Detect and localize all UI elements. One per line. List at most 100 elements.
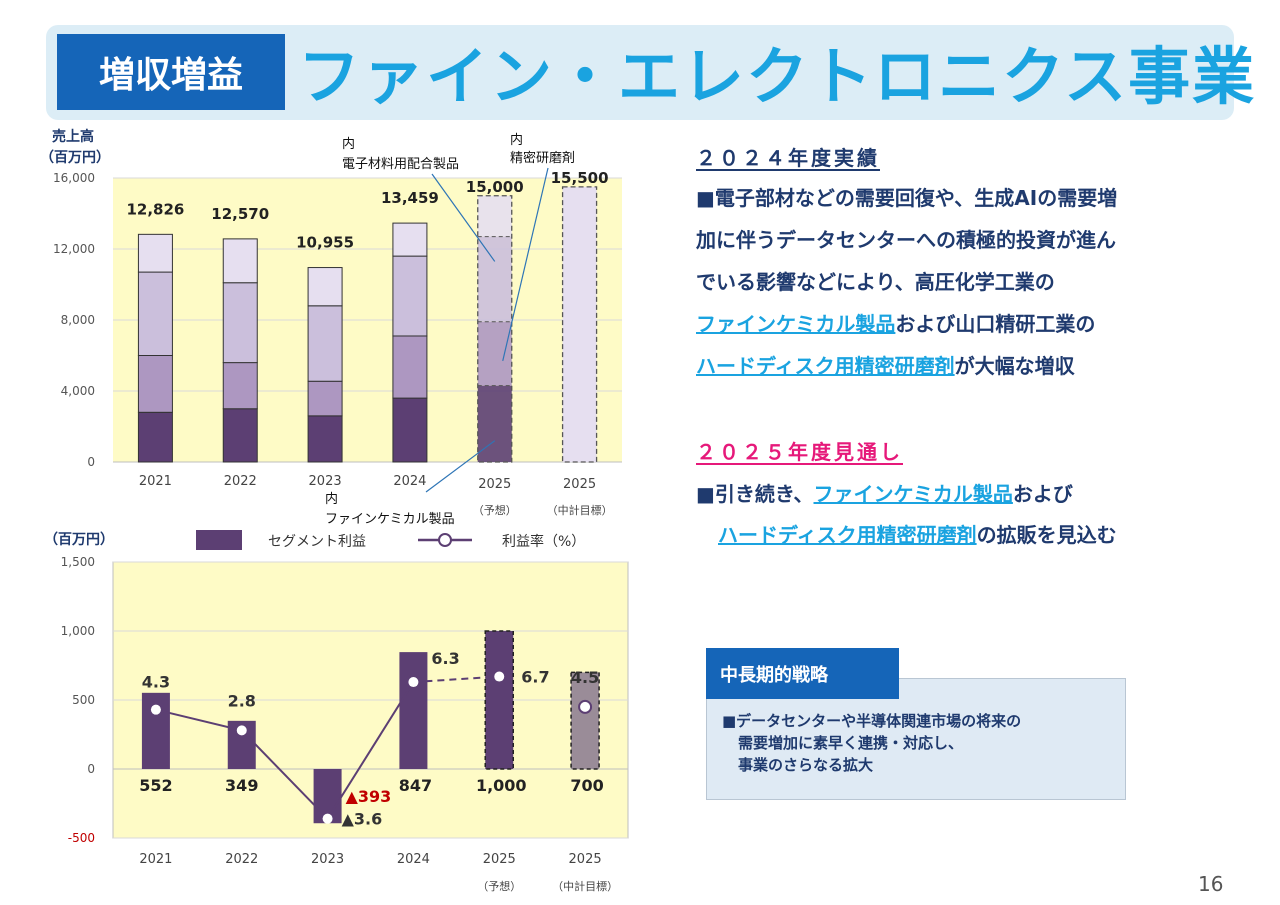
total-label: 10,955: [296, 234, 354, 252]
profit-chart: -500 0 500 1,000 1,500 （百万円） セグメント利益 利益率（%） 552 2…: [44, 530, 629, 893]
results-line-2: 加に伴うデータセンターへの積極的投資が進ん: [696, 228, 1116, 252]
profit-bar: [570, 671, 600, 770]
margin-line-forecast: [413, 675, 500, 684]
legend-label-line: 利益率（%）: [502, 533, 585, 550]
margin-marker: [322, 813, 333, 824]
stacked-bar-segment: [477, 195, 512, 237]
y-tick-label: 8,000: [61, 313, 95, 327]
badge: 増収増益: [57, 34, 285, 110]
y-tick-label: 16,000: [53, 171, 95, 185]
results-line-3: でいる影響などにより、高圧化学工業の: [696, 270, 1055, 294]
x-tick-note: （中計目標）: [552, 879, 618, 893]
total-label: 15,500: [551, 169, 609, 187]
x-tick-label: 2023: [309, 474, 342, 489]
profit-label: ▲393: [346, 787, 392, 806]
outlook-line-1-pre: ■引き続き、: [696, 482, 814, 506]
y-axis-unit: （百万円）: [44, 532, 114, 548]
margin-label: 4.5: [571, 668, 599, 687]
profit-label: 552: [139, 776, 172, 795]
total-label: 15,000: [466, 178, 524, 196]
outlook-heading: ２０２５年度見通し: [696, 440, 903, 464]
margin-marker: [236, 725, 247, 736]
outlook-abrasive-link: ハードディスク用精密研磨剤: [718, 523, 977, 547]
margin-marker: [150, 704, 161, 715]
total-label: 12,570: [211, 205, 269, 223]
callout-label: 内: [325, 491, 338, 507]
results-heading: ２０２４年度実績: [696, 146, 880, 170]
total-label: 12,826: [126, 200, 184, 218]
outlook-line-1: ■引き続き、ファインケミカル製品および: [696, 478, 1073, 507]
x-tick-note: （中計目標）: [547, 503, 613, 517]
margin-line: [155, 681, 415, 821]
stacked-bar-segment: [137, 355, 173, 413]
strategy-text: ■データセンターや半導体関連市場の将来の 需要増加に素早く連携・対応し、 事業の…: [722, 710, 1021, 776]
x-tick-label: 2022: [225, 852, 258, 867]
stacked-bar-segment: [222, 362, 258, 410]
x-tick-note: （予想）: [477, 879, 521, 893]
y-tick-label: 12,000: [53, 242, 95, 256]
callout-line: [425, 440, 496, 493]
x-tick-label: 2021: [139, 474, 172, 489]
sales-chart: 0 4,000 8,000 12,000 16,000 売上高 （百万円） 12,826 202…: [40, 128, 622, 527]
fine-chemical-link: ファインケミカル製品: [696, 312, 896, 336]
profit-label: 349: [225, 776, 258, 795]
profit-bar: [399, 652, 428, 769]
stacked-bar-segment: [307, 267, 343, 307]
y-axis-unit: （百万円）: [40, 150, 110, 166]
x-tick-label: 2021: [139, 852, 172, 867]
profit-bar: [141, 692, 170, 769]
callout-line: [431, 173, 496, 262]
stacked-bar-segment: [137, 411, 173, 463]
stacked-bar-segment: [137, 271, 173, 356]
results-line-5: ハードディスク用精密研磨剤が大幅な増収: [696, 350, 1075, 379]
stacked-bar-segment: [477, 236, 512, 322]
margin-label: 6.3: [431, 649, 459, 668]
x-tick-note: （予想）: [473, 503, 517, 517]
outlook-line-2: ハードディスク用精密研磨剤の拡販を見込む: [718, 519, 1117, 548]
target-bar: [561, 186, 598, 463]
total-label: 13,459: [381, 189, 439, 207]
callout-label: 内: [342, 136, 355, 152]
callout-label: ファインケミカル製品: [325, 512, 455, 527]
outlook-line-2-post: の拡販を見込む: [976, 523, 1117, 547]
x-tick-label: 2023: [311, 852, 344, 867]
x-tick-label: 2022: [224, 474, 257, 489]
stacked-bar-segment: [307, 415, 343, 463]
outlook-fine-chemical-link: ファインケミカル製品: [813, 482, 1013, 506]
margin-marker: [494, 671, 505, 682]
profit-label: 700: [570, 776, 603, 795]
x-tick-label: 2025: [569, 852, 602, 867]
callout-line: [502, 167, 549, 361]
x-tick-label: 2025: [478, 477, 511, 492]
y-tick-label: 1,000: [61, 624, 95, 638]
margin-marker: [578, 699, 593, 714]
profit-bar: [484, 630, 514, 770]
stacked-bar-segment: [392, 255, 428, 337]
strategy-title: 中長期的戦略: [706, 648, 899, 699]
profit-label: 1,000: [476, 776, 527, 795]
y-tick-label: -500: [68, 831, 95, 845]
callout-label: 内: [510, 132, 523, 148]
y-tick-label: 4,000: [61, 384, 95, 398]
y-tick-label: 1,500: [61, 555, 95, 569]
margin-label: ▲3.6: [342, 810, 383, 829]
results-line-4-rest: および山口精研工業の: [895, 312, 1096, 336]
page-number: 16: [1198, 872, 1224, 896]
stacked-bar-segment: [307, 380, 343, 417]
outlook-line-1-post: および: [1012, 482, 1073, 506]
strategy-line-3: 事業のさらなる拡大: [738, 756, 874, 774]
stacked-bar-segment: [307, 305, 343, 382]
stacked-bar-segment: [137, 233, 173, 273]
y-tick-label: 0: [87, 762, 95, 776]
x-tick-label: 2024: [397, 852, 430, 867]
abrasive-link: ハードディスク用精密研磨剤: [696, 354, 955, 378]
results-line-1: ■電子部材などの需要回復や、生成AIの需要増: [696, 186, 1118, 210]
callout-label: 精密研磨剤: [510, 150, 575, 166]
forecast-bar-outline: [477, 195, 513, 463]
stacked-bar-segment: [222, 282, 258, 364]
callout-label: 電子材料用配合製品: [342, 157, 459, 172]
profit-label: 847: [399, 776, 432, 795]
legend-swatch-marker: [438, 533, 452, 547]
stacked-bar-segment: [392, 335, 428, 399]
y-tick-label: 500: [72, 693, 95, 707]
